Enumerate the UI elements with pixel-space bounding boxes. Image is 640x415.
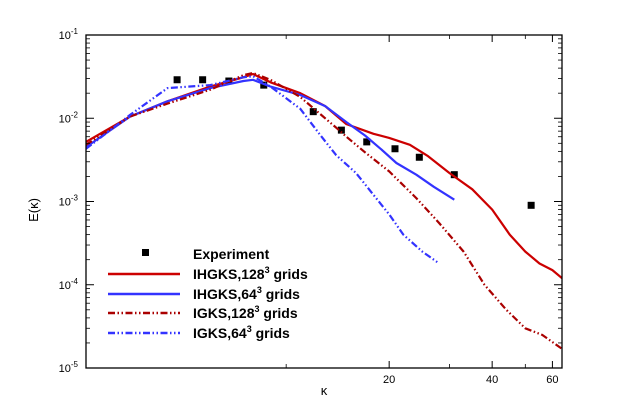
series-line-ihgks-64-grids [86, 78, 455, 201]
y-tick-label: 10-5 [59, 360, 79, 375]
experiment-point-2 [199, 76, 207, 84]
legend-label-4: IGKS,1283 grids [193, 304, 298, 321]
x-axis-label: κ [321, 383, 328, 398]
experiment-point-6 [337, 126, 345, 134]
series-line-igks-64-grids [86, 75, 440, 265]
series-line-igks-128-grids [86, 71, 562, 350]
legend-label-1: Experiment [193, 246, 270, 262]
legend-label-5: IGKS,643 grids [193, 324, 290, 341]
x-tick-label: 40 [486, 374, 498, 386]
experiment-point-10 [450, 171, 458, 179]
experiment-point-1 [173, 76, 181, 84]
experiment-point-9 [415, 153, 423, 161]
legend: Experiment IHGKS,1283 grids IHGKS,643 grid… [108, 246, 308, 341]
y-tick-label: 10-3 [59, 194, 79, 209]
y-tick-label: 10-1 [59, 27, 79, 42]
experiment-point-11 [527, 201, 535, 209]
legend-label-2: IHGKS,1283 grids [193, 265, 308, 282]
legend-marker-experiment [142, 249, 149, 256]
experiment-point-8 [391, 145, 399, 153]
series-layer [86, 71, 562, 350]
experiment-point-7 [363, 138, 371, 146]
ticks-layer: 10-5 10-4 10-3 10-2 10-1 20 40 60 [59, 27, 562, 386]
y-axis-label: E(κ) [26, 198, 41, 222]
y-tick-label: 10-4 [59, 277, 79, 292]
legend-label-3: IHGKS,643 grids [193, 285, 300, 302]
y-tick-label: 10-2 [59, 110, 79, 125]
x-tick-label: 20 [383, 374, 395, 386]
plot-frame [85, 34, 563, 369]
x-tick-label: 60 [546, 374, 558, 386]
experiment-point-5 [309, 108, 317, 116]
